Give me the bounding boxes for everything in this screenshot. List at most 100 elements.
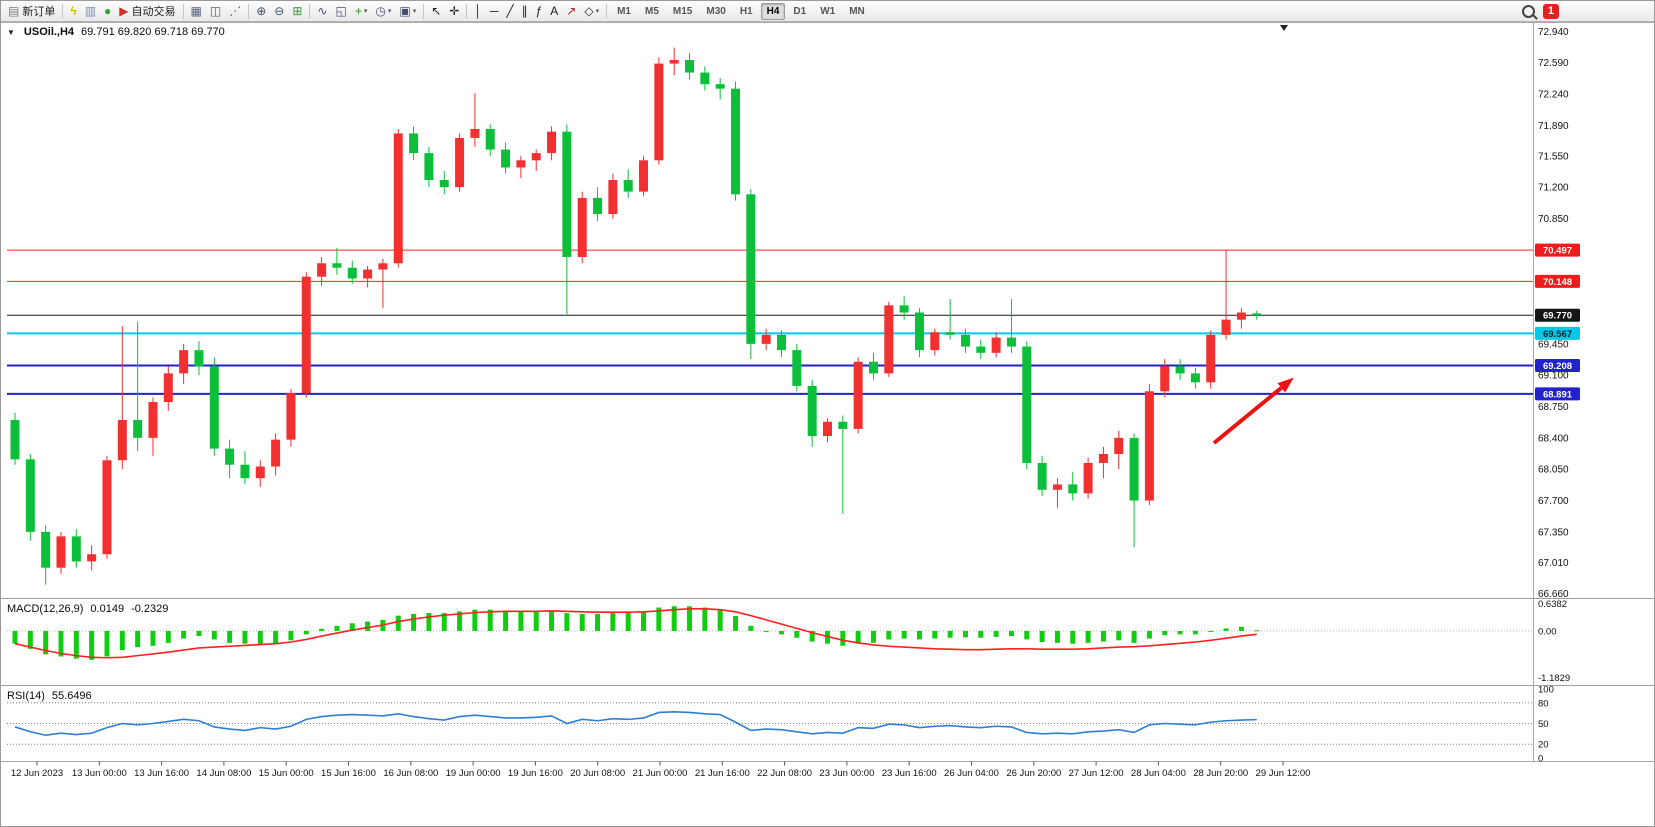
candle-body <box>685 60 695 73</box>
candle-body <box>501 149 511 168</box>
scroll-to-end-marker-icon[interactable] <box>1280 25 1288 31</box>
objects-list-button[interactable]: ◱ <box>331 1 350 21</box>
tile-windows-button[interactable]: ⊞ <box>288 1 306 21</box>
trend-arrow-annotation[interactable] <box>1212 386 1283 445</box>
fibonacci-button[interactable]: ƒ <box>532 1 547 21</box>
macd-bar <box>1192 630 1198 635</box>
svg-text:69.770: 69.770 <box>1543 311 1572 322</box>
quotes-button[interactable]: ϟ <box>66 1 80 21</box>
svg-text:71.890: 71.890 <box>1538 121 1569 132</box>
chart-area[interactable]: 72.940 72.590 72.240 71.890 71.550 71.200 70.8… <box>1 22 1655 827</box>
autotrade-button[interactable]: ▶ 自动交易 <box>115 1 179 21</box>
candle-body <box>516 160 526 168</box>
timeframe-button-m1[interactable]: M1 <box>617 5 631 17</box>
candle-body <box>991 337 1001 353</box>
crosshair-button[interactable]: ✛ <box>445 1 463 21</box>
rsi-panel[interactable]: 100 80 50 20 0 <box>7 685 1554 765</box>
macd-bar <box>365 621 371 631</box>
svg-text:20 Jun 08:00: 20 Jun 08:00 <box>570 768 625 779</box>
collapse-chart-icon[interactable]: ▼ <box>7 28 15 37</box>
macd-bar <box>119 630 125 651</box>
macd-bar <box>411 613 417 631</box>
timeframe-button-m30[interactable]: M30 <box>706 5 726 17</box>
svg-text:26 Jun 04:00: 26 Jun 04:00 <box>944 768 999 779</box>
svg-text:15 Jun 00:00: 15 Jun 00:00 <box>259 768 314 779</box>
macd-panel[interactable]: 0.6382 0.00 -1.1829 <box>7 599 1570 684</box>
macd-bar <box>319 628 325 631</box>
shapes-button[interactable]: ◇ ▾ <box>580 1 603 21</box>
community-button[interactable]: ● <box>100 1 115 21</box>
svg-text:23 Jun 00:00: 23 Jun 00:00 <box>819 768 874 779</box>
timeframe-button-w1[interactable]: W1 <box>820 5 836 17</box>
svg-text:71.200: 71.200 <box>1538 183 1569 194</box>
vertical-line-button[interactable]: │ <box>470 1 486 21</box>
plus-icon: + <box>354 4 362 18</box>
toolbar-separator <box>62 3 64 19</box>
profiles-button[interactable]: ▥ <box>81 1 100 21</box>
macd-bar <box>457 611 463 631</box>
template-button[interactable]: ▣ ▾ <box>395 1 420 21</box>
svg-text:28 Jun 04:00: 28 Jun 04:00 <box>1131 768 1186 779</box>
macd-bar <box>181 630 187 639</box>
macd-bar <box>165 630 171 643</box>
rsi-line <box>14 710 1257 737</box>
timeframe-button-h1[interactable]: H1 <box>739 5 753 17</box>
macd-bar <box>472 609 478 631</box>
macd-bar <box>58 630 64 657</box>
svg-text:13 Jun 00:00: 13 Jun 00:00 <box>72 768 127 779</box>
new-order-button[interactable]: ▤ 新订单 <box>4 1 59 21</box>
timeframe-button-m15[interactable]: M15 <box>672 5 693 17</box>
macd-bar <box>303 630 309 635</box>
candlestick-chart-button[interactable]: ◫ <box>206 1 225 21</box>
macd-bar <box>288 630 294 641</box>
rsi-indicator-title: RSI(14) 55.6496 <box>7 690 92 702</box>
macd-bar <box>273 630 279 644</box>
toolbar-right-group: 1 <box>1521 3 1559 19</box>
timeframe-button-mn[interactable]: MN <box>849 5 865 17</box>
bar-chart-button[interactable]: ▦ <box>187 1 206 21</box>
trendline-button[interactable]: ╱ <box>502 1 517 21</box>
svg-text:69.100: 69.100 <box>1538 371 1569 382</box>
svg-text:68.050: 68.050 <box>1538 465 1569 476</box>
candle-body <box>317 263 327 277</box>
period-menu-button[interactable]: ◷ ▾ <box>371 1 395 21</box>
candle-body <box>286 393 296 440</box>
macd-bar <box>947 630 953 638</box>
text-tool-button[interactable]: A <box>546 1 562 21</box>
timeframe-button-d1[interactable]: D1 <box>793 5 807 17</box>
macd-bar <box>1024 630 1030 640</box>
svg-text:-1.1829: -1.1829 <box>1538 673 1570 684</box>
cursor-button[interactable]: ↖ <box>427 1 445 21</box>
candle-body <box>976 346 986 353</box>
timeframe-button-m5[interactable]: M5 <box>645 5 659 17</box>
indicators-button[interactable]: ∿ <box>313 1 331 21</box>
zoom-out-button[interactable]: ⊖ <box>270 1 288 21</box>
candle-body <box>884 305 894 374</box>
arrow-tool-button[interactable]: ↗ <box>562 1 580 21</box>
candle-body <box>531 153 541 161</box>
macd-bar <box>1070 630 1076 644</box>
candle-body <box>424 153 434 181</box>
notification-badge[interactable]: 1 <box>1542 3 1559 19</box>
macd-bar <box>518 611 524 631</box>
candle-body <box>378 263 388 270</box>
objects-icon: ◱ <box>335 4 347 18</box>
macd-bar <box>334 625 340 631</box>
candle-body <box>87 554 97 562</box>
macd-indicator-title: MACD(12,26,9) 0.0149 -0.2329 <box>7 603 168 615</box>
macd-bar <box>1177 630 1183 635</box>
line-chart-button[interactable]: ⋰ <box>225 1 245 21</box>
candle-body <box>117 419 127 461</box>
channel-button[interactable]: ∥ <box>518 1 532 21</box>
add-indicator-button[interactable]: + ▾ <box>351 1 372 21</box>
candle-body <box>363 269 373 279</box>
price-axis[interactable]: 72.940 72.590 72.240 71.890 71.550 71.200 70.8… <box>1535 27 1580 600</box>
candle-body <box>1022 346 1032 463</box>
horizontal-line-button[interactable]: ─ <box>486 1 503 21</box>
timeframe-button-h4[interactable]: H4 <box>760 2 786 20</box>
zoom-in-button[interactable]: ⊕ <box>252 1 270 21</box>
search-icon[interactable] <box>1521 4 1535 18</box>
svg-text:70.497: 70.497 <box>1543 246 1572 257</box>
time-axis[interactable]: 12 Jun 2023 13 Jun 00:00 13 Jun 16:00 14 Ju… <box>11 761 1311 780</box>
price-chart-canvas[interactable]: 72.940 72.590 72.240 71.890 71.550 71.200 70.8… <box>1 22 1655 827</box>
